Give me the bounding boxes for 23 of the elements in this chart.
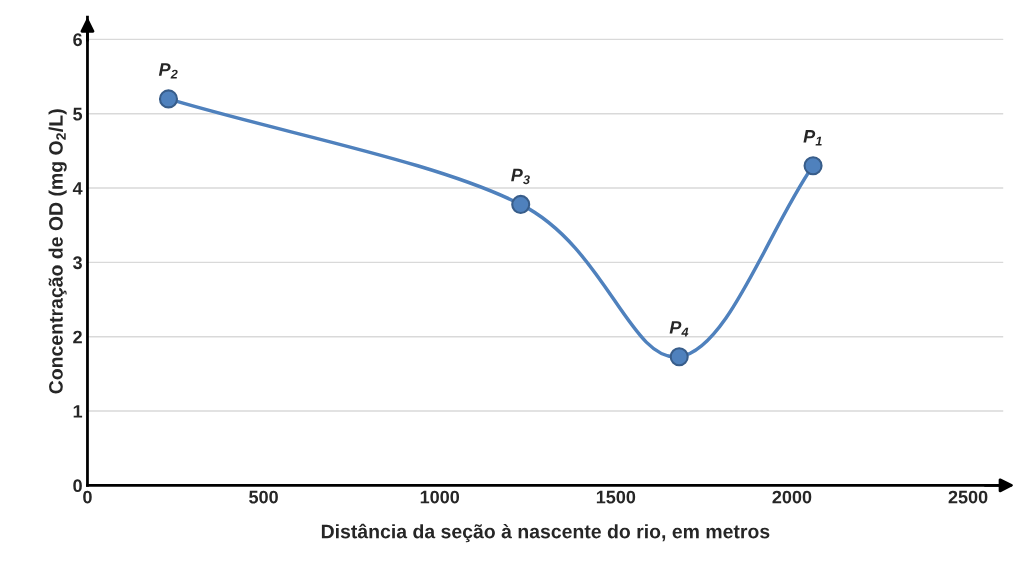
point <box>669 347 689 367</box>
y-tick-label: 4 <box>72 182 83 195</box>
annotation: P$_{1}$ <box>803 130 822 146</box>
annotation: P$_{2}$ <box>158 63 178 79</box>
point <box>511 194 531 214</box>
x-tick-label: 1000 <box>420 490 460 504</box>
x-tick-label: 2500 <box>948 490 988 504</box>
y-axis-title: Concentração de OD (mg O$_{2}$/L) <box>48 109 67 394</box>
y-tick-label: 5 <box>73 107 83 121</box>
point <box>803 156 823 176</box>
x-tick-label: 2000 <box>772 490 812 504</box>
annotation: P$_{3}$ <box>511 168 530 185</box>
x-tick-label: 1500 <box>596 490 636 504</box>
x-tick-label: 500 <box>249 490 278 504</box>
x-tick-label: 0 <box>83 490 92 504</box>
annotation: P$_{4}$ <box>669 321 689 337</box>
y-tick-label: 0 <box>73 479 82 493</box>
y-tick-label: 1 <box>73 405 83 418</box>
point <box>158 89 179 109</box>
x-axis-title: Distância da seção à nascente do rio, em metros <box>321 523 770 543</box>
y-tick-label: 3 <box>72 256 82 270</box>
y-tick-label: 2 <box>73 330 82 344</box>
y-tick-label: 6 <box>73 33 82 47</box>
